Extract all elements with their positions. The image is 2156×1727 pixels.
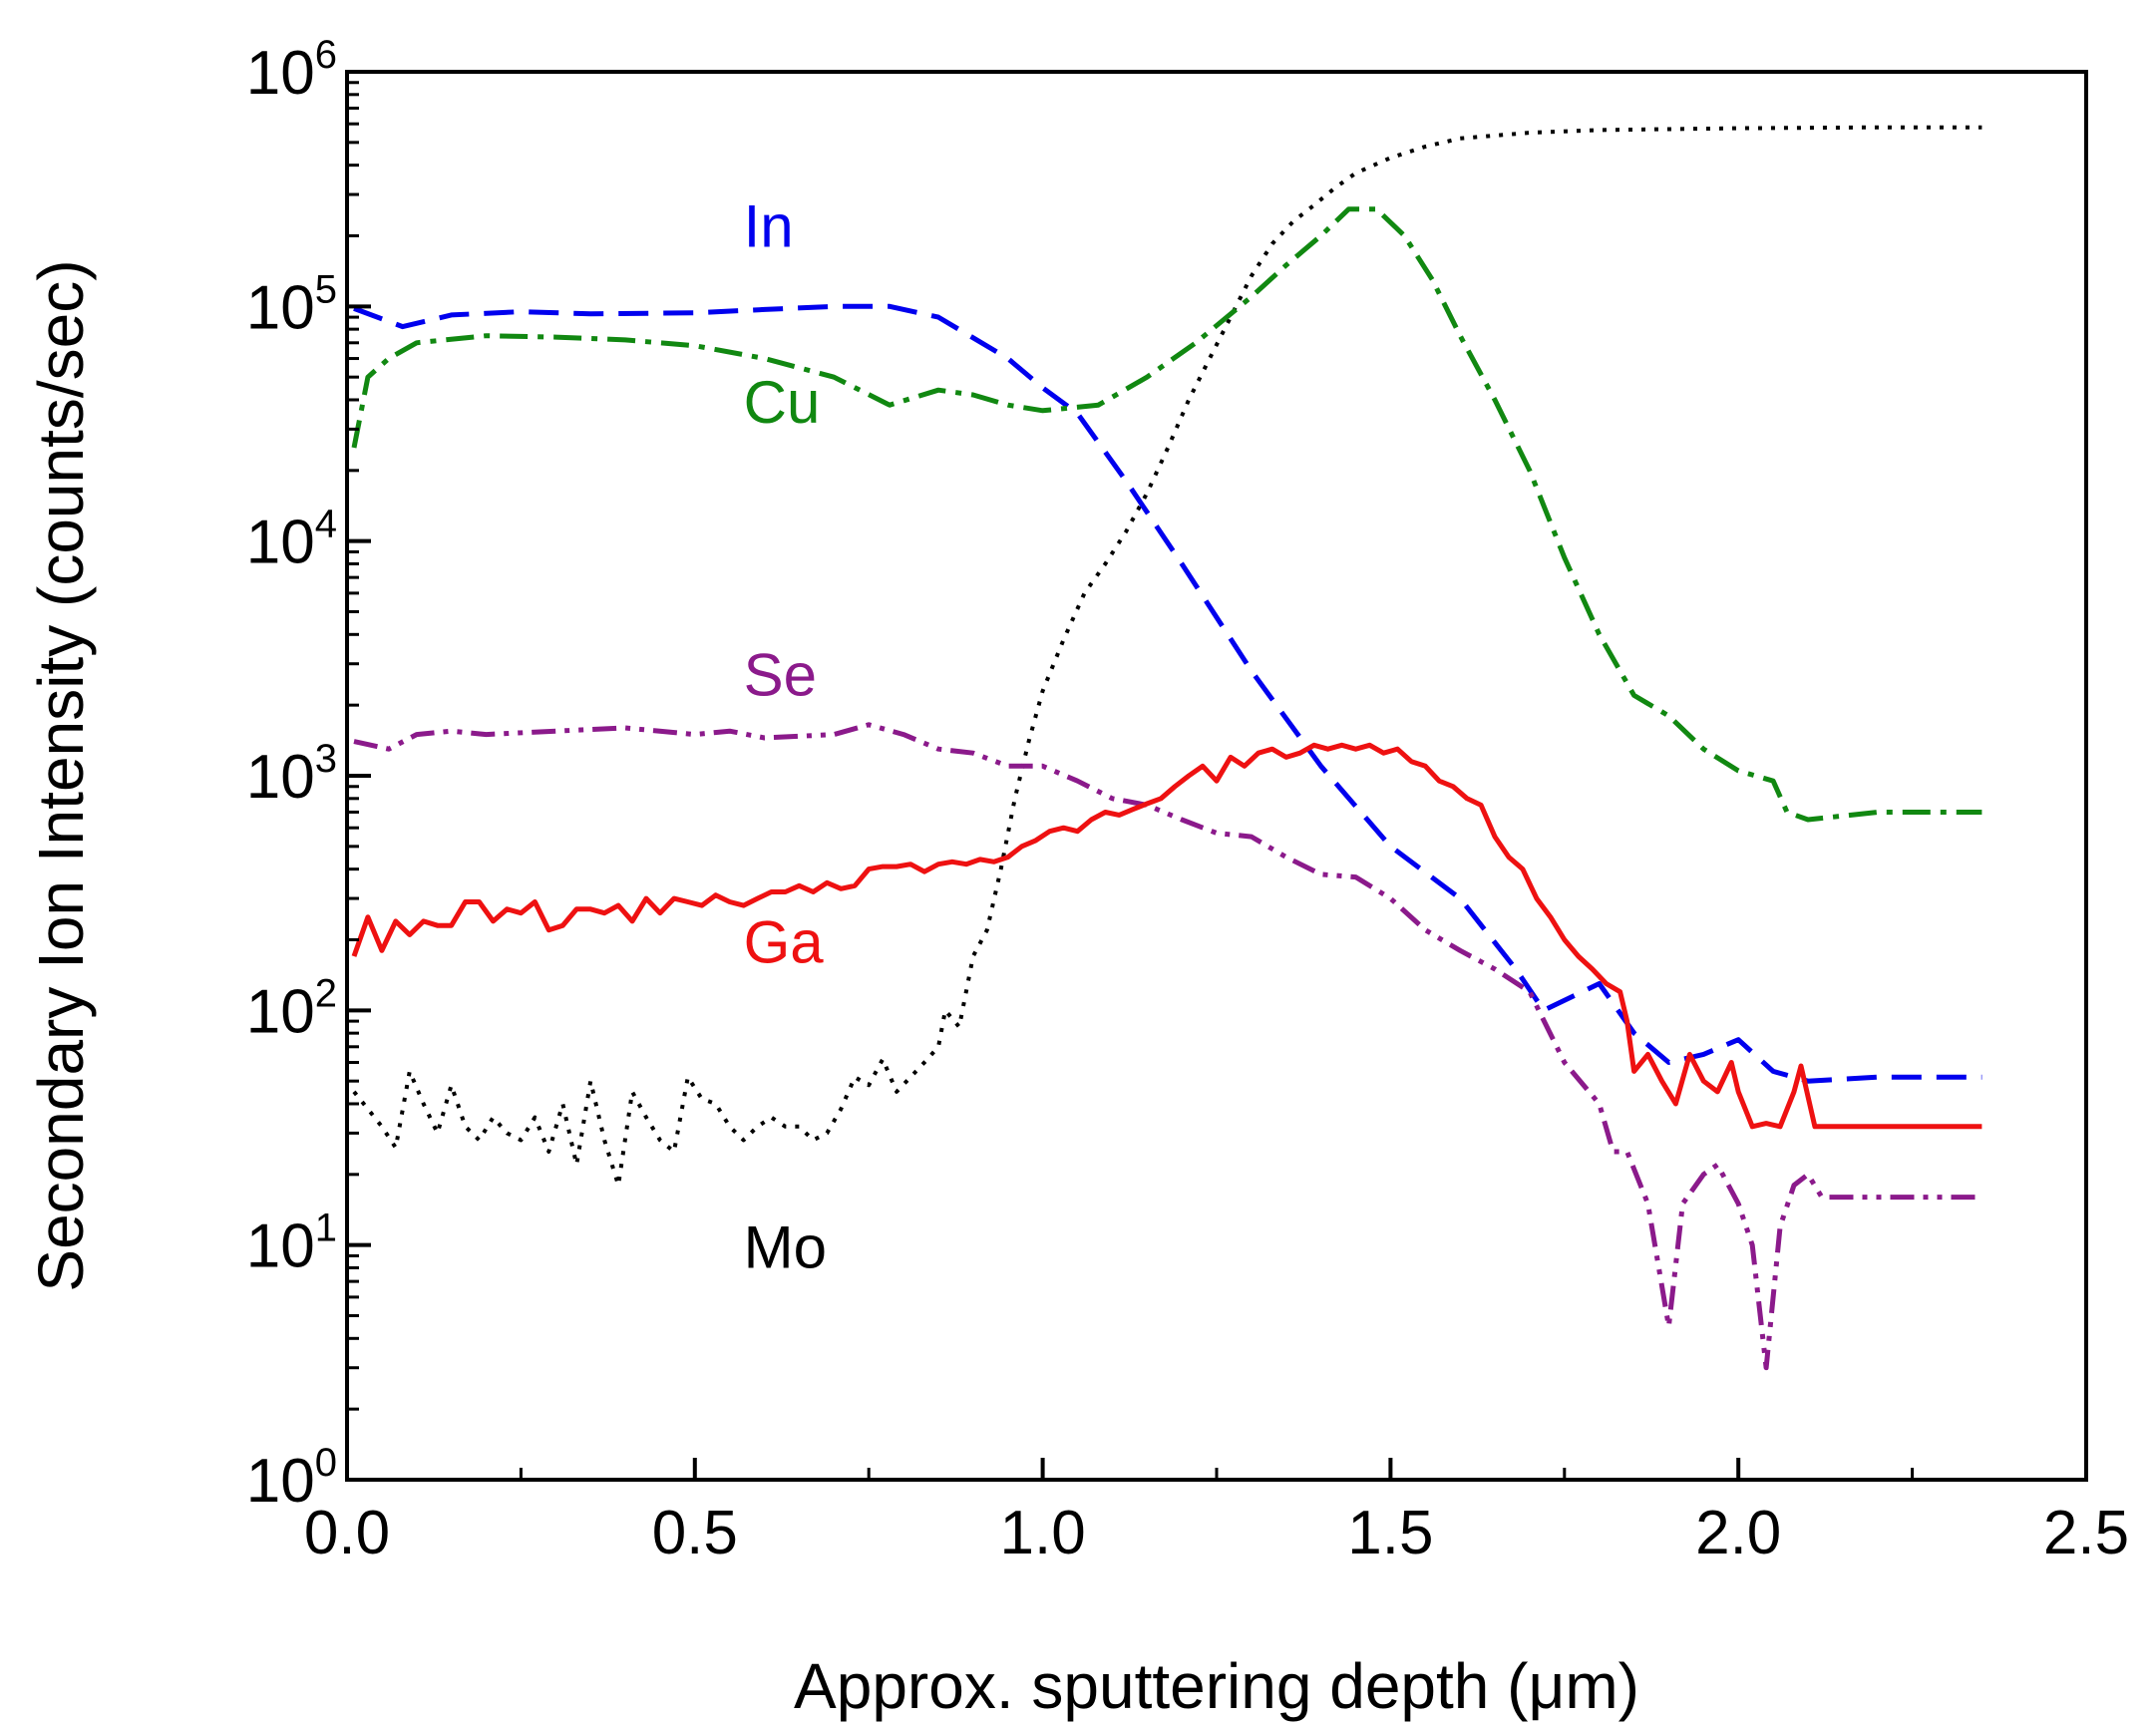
x-tick-label: 1.0 [999, 1499, 1085, 1567]
series-line-cu [351, 206, 1982, 823]
x-tick-label: 2.0 [1695, 1499, 1781, 1567]
x-tick-label: 2.5 [2043, 1499, 2129, 1567]
y-tick-label: 105 [246, 267, 337, 342]
y-tick-label: 104 [246, 503, 337, 577]
y-tick-label: 106 [246, 33, 337, 108]
x-tick-label: 0.0 [304, 1499, 390, 1567]
series-line-se [353, 722, 1982, 1371]
tick-layer: 0.0 0.5 1.0 1.5 2.0 2.5 100 101 102 103 104 105 106 [246, 33, 2129, 1567]
plot-frame [345, 70, 2088, 1482]
y-tick-label: 100 [246, 1441, 337, 1516]
y-tick-label: 103 [246, 737, 337, 812]
x-tick-label: 0.5 [652, 1499, 738, 1567]
series-label-mo: Mo [744, 1213, 827, 1280]
series-line-mo [352, 125, 1982, 1188]
x-axis-title: Approx. sputtering depth (μm) [794, 1650, 1639, 1722]
y-tick-label: 102 [246, 971, 337, 1046]
series-line-in [353, 303, 1982, 1084]
label-layer: Mo In Cu Se Ga [744, 192, 827, 1280]
x-tick-label: 1.5 [1347, 1499, 1433, 1567]
series-label-se: Se [744, 641, 817, 708]
series-label-ga: Ga [744, 908, 825, 975]
series-line-ga [351, 742, 1982, 1130]
y-axis-title: Secondary Ion Intensity (counts/sec) [25, 259, 97, 1291]
y-tick-label: 101 [246, 1207, 337, 1281]
series-label-in: In [744, 192, 794, 259]
series-layer [351, 125, 1982, 1371]
series-label-cu: Cu [744, 369, 821, 436]
